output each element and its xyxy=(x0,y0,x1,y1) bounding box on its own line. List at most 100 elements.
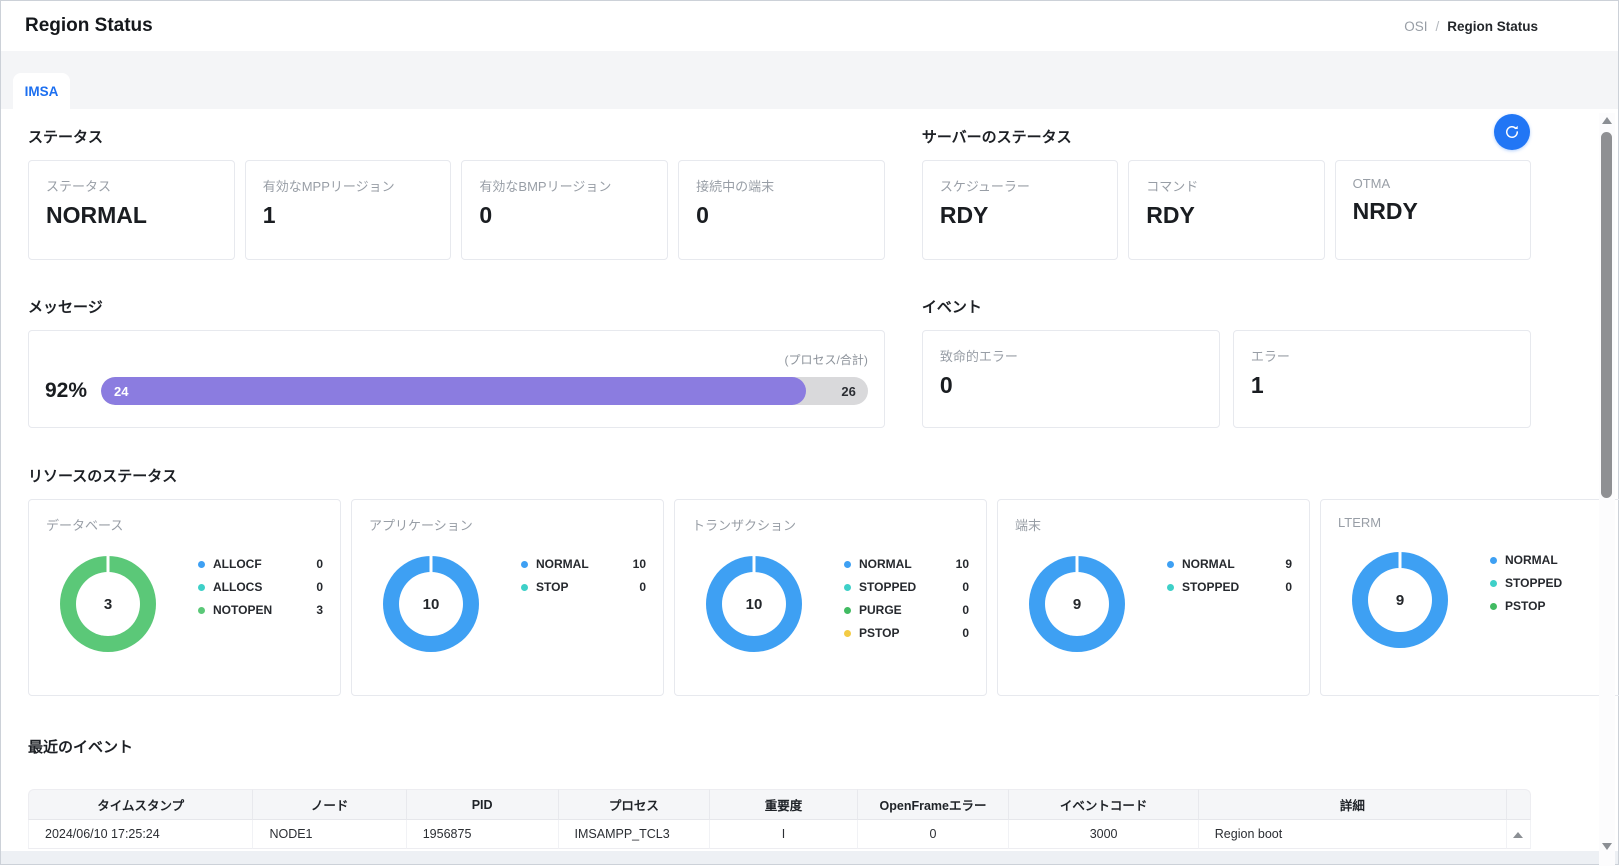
cell-pid: 1956875 xyxy=(406,820,559,849)
donut-legend: NORMAL 10 STOP 0 xyxy=(521,556,646,652)
legend-row: STOPPED 0 xyxy=(1490,576,1615,590)
donut-center-value: 10 xyxy=(422,595,440,613)
col-header-openframe-error: OpenFrameエラー xyxy=(857,789,1010,820)
donut-notch xyxy=(1398,552,1402,569)
status-card: ステータス NORMAL xyxy=(28,160,235,260)
cell-timestamp: 2024/06/10 17:25:24 xyxy=(28,820,254,849)
tab-imsa-label: IMSA xyxy=(24,83,59,99)
message-processed-count: 24 xyxy=(114,383,129,399)
legend-dot xyxy=(198,560,205,568)
page-header: Region Status OSI / Region Status xyxy=(1,1,1618,51)
legend-dot xyxy=(521,583,528,591)
legend-dot xyxy=(198,583,205,591)
scrollbar-down-button[interactable] xyxy=(1602,843,1612,850)
vertical-scrollbar[interactable] xyxy=(1599,113,1615,866)
stat-label: スケジューラー xyxy=(939,179,1030,194)
legend-label: NORMAL xyxy=(536,557,589,571)
col-header-pid: PID xyxy=(406,789,559,820)
resource-status-section-title: リソースのステータス xyxy=(28,468,178,485)
event-section-title: イベント xyxy=(921,299,982,316)
event-card: エラー 1 xyxy=(1232,330,1532,428)
legend-row: STOPPED 0 xyxy=(844,580,969,594)
cell-openframe-error: 0 xyxy=(857,820,1010,849)
server-card: OTMA NRDY xyxy=(1334,160,1531,260)
legend-dot xyxy=(844,606,851,614)
legend-label: NORMAL xyxy=(1182,557,1235,571)
donut-chart: 3 xyxy=(60,556,156,652)
message-section-title: メッセージ xyxy=(28,299,103,316)
legend-row: PSTOP 0 xyxy=(1490,599,1615,613)
status-card: 有効なBMPリージョン 0 xyxy=(461,160,669,260)
donut-center-value: 10 xyxy=(745,595,763,613)
legend-dot xyxy=(844,583,851,591)
scrollbar-thumb[interactable] xyxy=(1601,132,1612,498)
legend-row: NOTOPEN 3 xyxy=(198,603,323,617)
tab-imsa[interactable]: IMSA xyxy=(13,73,70,109)
recent-events-section: 最近のイベント タイムスタンプ ノード PID プロセス 重要度 OpenFra… xyxy=(28,736,1531,849)
message-card: (プロセス/合計) 92% 24 26 xyxy=(28,330,885,428)
resource-card-lterm: LTERM 9 NORMAL 9 STOPP xyxy=(1320,499,1619,696)
legend-value: 0 xyxy=(962,580,969,594)
legend-dot xyxy=(1167,560,1174,568)
resource-card-application: アプリケーション 10 NORMAL 10 xyxy=(351,499,664,696)
col-header-detail: 詳細 xyxy=(1198,789,1507,820)
legend-value: 0 xyxy=(316,557,323,571)
stat-label: コマンド xyxy=(1146,179,1199,194)
stat-value: NORMAL xyxy=(46,202,147,228)
donut-legend: NORMAL 9 STOPPED 0 PSTOP 0 xyxy=(1490,552,1615,648)
message-percent: 92% xyxy=(45,379,88,402)
legend-value: 10 xyxy=(632,557,646,571)
donut-notch xyxy=(1075,556,1079,573)
resource-card-title: アプリケーション xyxy=(369,518,473,533)
col-header-event-code: イベントコード xyxy=(1009,789,1199,820)
event-section: イベント 致命的エラー 0 エラー 1 xyxy=(921,260,1532,428)
legend-dot xyxy=(844,560,851,568)
status-section-title: ステータス xyxy=(28,129,104,146)
stat-label: エラー xyxy=(1250,349,1290,364)
table-row[interactable]: 2024/06/10 17:25:24 NODE1 1956875 IMSAMP… xyxy=(28,820,1531,849)
donut-center-value: 3 xyxy=(103,595,113,613)
stat-value: 0 xyxy=(696,202,709,228)
legend-label: STOP xyxy=(536,580,569,594)
resource-card-transaction: トランザクション 10 NORMAL 10 xyxy=(674,499,987,696)
message-total-count: 26 xyxy=(841,383,856,399)
legend-row: ALLOCS 0 xyxy=(198,580,323,594)
legend-value: 9 xyxy=(1285,557,1292,571)
stat-label: OTMA xyxy=(1352,176,1391,191)
page-title: Region Status xyxy=(25,15,153,36)
donut-chart: 9 xyxy=(1352,552,1448,648)
donut-notch xyxy=(429,556,433,573)
server-status-section-title: サーバーのステータス xyxy=(921,129,1072,146)
resource-card-title: トランザクション xyxy=(692,518,797,533)
breadcrumb-parent-link[interactable]: OSI xyxy=(1404,18,1428,34)
legend-dot xyxy=(1490,602,1497,610)
table-scroll-up-button[interactable] xyxy=(1513,832,1524,838)
stat-label: 致命的エラー xyxy=(939,349,1018,364)
legend-label: PSTOP xyxy=(1505,599,1546,613)
message-section: メッセージ (プロセス/合計) 92% 24 26 xyxy=(28,260,885,428)
refresh-button[interactable] xyxy=(1494,114,1530,150)
table-scroll-cell xyxy=(1506,820,1531,849)
stat-value: 1 xyxy=(1250,372,1264,398)
breadcrumb-current: Region Status xyxy=(1447,18,1538,34)
legend-value: 3 xyxy=(316,603,323,617)
legend-value: 10 xyxy=(955,557,969,571)
cell-event-code: 3000 xyxy=(1009,820,1199,849)
donut-legend: NORMAL 10 STOPPED 0 PURGE 0 xyxy=(844,556,969,652)
legend-row: STOP 0 xyxy=(521,580,646,594)
server-status-section: サーバーのステータス スケジューラー RDY コマンド RDY OTMA NRD… xyxy=(921,109,1531,260)
legend-row: PSTOP 0 xyxy=(844,626,969,640)
legend-row: NORMAL 10 xyxy=(844,557,969,571)
recent-events-table: タイムスタンプ ノード PID プロセス 重要度 OpenFrameエラー イベ… xyxy=(28,789,1531,849)
tab-strip: IMSA xyxy=(1,51,1618,109)
donut-notch xyxy=(752,556,756,573)
stat-value: 0 xyxy=(939,372,953,398)
resource-card-terminal: 端末 9 NORMAL 9 STOPPED xyxy=(997,499,1310,696)
server-card: スケジューラー RDY xyxy=(921,160,1119,260)
resource-card-title: 端末 xyxy=(1015,518,1042,533)
col-header-node: ノード xyxy=(253,789,407,820)
page-bottom-band xyxy=(1,851,1618,864)
scrollbar-up-button[interactable] xyxy=(1602,117,1612,124)
legend-label: ALLOCS xyxy=(213,580,263,594)
stat-value: NRDY xyxy=(1352,198,1418,224)
